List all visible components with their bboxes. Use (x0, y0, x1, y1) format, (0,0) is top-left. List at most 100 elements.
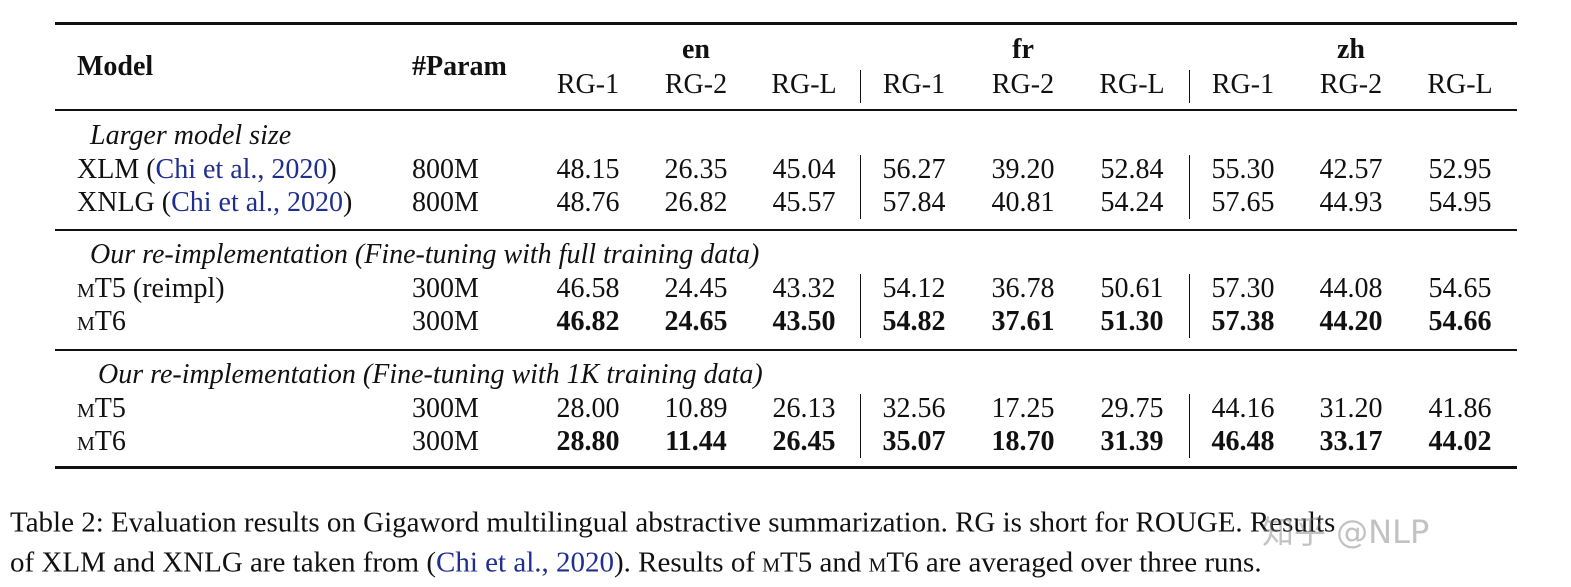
language-header: zh (1337, 34, 1365, 65)
score: 46.48 (1211, 426, 1275, 457)
score: 24.65 (664, 306, 728, 337)
model-name: XNLG (Chi et al., 2020) (77, 189, 352, 217)
rule (55, 466, 1517, 469)
param-count: 300M (412, 306, 479, 337)
watermark: 知乎 @NLP (1262, 513, 1430, 551)
rule (55, 22, 1517, 25)
score: 54.24 (1100, 187, 1164, 218)
score: 56.27 (882, 154, 946, 185)
score: 40.81 (991, 187, 1055, 218)
score: 57.84 (882, 187, 946, 218)
score: 26.13 (772, 393, 836, 424)
model-name: mT5 (reimpl) (77, 275, 225, 303)
rule (860, 155, 861, 219)
model-name: mT5 (77, 395, 126, 423)
score: 29.75 (1100, 393, 1164, 424)
param-count: 300M (412, 273, 479, 304)
score: 48.76 (556, 187, 620, 218)
score: 33.17 (1319, 426, 1383, 457)
rule (55, 109, 1517, 111)
metric-header: RG-1 (882, 69, 946, 100)
score: 43.50 (772, 306, 836, 337)
model-name: XLM (Chi et al., 2020) (77, 156, 337, 184)
score: 54.65 (1428, 273, 1492, 304)
score: 44.20 (1319, 306, 1383, 337)
score: 48.15 (556, 154, 620, 185)
metric-header: RG-1 (556, 69, 620, 100)
score: 46.58 (556, 273, 620, 304)
score: 26.82 (664, 187, 728, 218)
text-segment: Table 2: Evaluation results on Gigaword … (10, 506, 1336, 539)
section-title: Larger model size (90, 120, 292, 151)
score: 11.44 (665, 426, 727, 457)
text-segment: ) (327, 154, 337, 185)
text-segment: (reimpl) (125, 273, 225, 304)
text-segment: ) (342, 187, 353, 218)
score: 10.89 (664, 393, 728, 424)
score: 54.12 (882, 273, 946, 304)
text-segment: mT5 (77, 273, 126, 304)
score: 28.00 (556, 393, 620, 424)
language-header: fr (1012, 34, 1034, 65)
score: 51.30 (1100, 306, 1164, 337)
metric-header: RG-L (771, 69, 837, 100)
score: 57.38 (1211, 306, 1275, 337)
score: 28.80 (556, 426, 620, 457)
citation[interactable]: Chi et al., 2020 (171, 187, 343, 218)
metric-header: RG-L (1427, 69, 1493, 100)
score: 45.04 (772, 154, 836, 185)
score: 26.45 (772, 426, 836, 457)
score: 24.45 (664, 273, 728, 304)
text-segment: mT5 (762, 546, 813, 579)
rule (55, 229, 1517, 231)
rule (1189, 155, 1190, 219)
score: 54.95 (1428, 187, 1492, 218)
metric-header: RG-2 (664, 69, 728, 100)
score: 57.30 (1211, 273, 1275, 304)
citation[interactable]: Chi et al., 2020 (436, 546, 615, 579)
param-count: 800M (412, 187, 479, 218)
rule (55, 349, 1517, 351)
score: 52.84 (1100, 154, 1164, 185)
metric-header: RG-L (1099, 69, 1165, 100)
score: 35.07 (882, 426, 946, 457)
model-name: mT6 (77, 308, 126, 336)
score: 17.25 (991, 393, 1055, 424)
rule (860, 274, 861, 338)
score: 26.35 (664, 154, 728, 185)
score: 52.95 (1428, 154, 1492, 185)
param-count: 800M (412, 154, 479, 185)
metric-header: RG-2 (991, 69, 1055, 100)
score: 44.93 (1319, 187, 1383, 218)
score: 45.57 (772, 187, 836, 218)
header-model: Model (77, 51, 154, 82)
score: 41.86 (1428, 393, 1492, 424)
text-segment: mT6 (868, 546, 919, 579)
citation[interactable]: Chi et al., 2020 (155, 154, 328, 185)
metric-header: RG-1 (1211, 69, 1275, 100)
score: 55.30 (1211, 154, 1275, 185)
score: 54.82 (882, 306, 946, 337)
section-title: Our re-implementation (Fine-tuning with … (90, 239, 760, 270)
rule (1189, 274, 1190, 338)
score: 46.82 (556, 306, 620, 337)
score: 54.66 (1428, 306, 1492, 337)
rule (860, 394, 861, 458)
language-header: en (682, 34, 710, 65)
text-segment: mT6 (77, 306, 126, 337)
score: 39.20 (991, 154, 1055, 185)
score: 43.32 (772, 273, 836, 304)
score: 42.57 (1319, 154, 1383, 185)
score: 31.39 (1100, 426, 1164, 457)
param-count: 300M (412, 393, 479, 424)
text-segment: ). Results of (614, 546, 763, 579)
text-segment: mT5 (77, 393, 126, 424)
score: 32.56 (882, 393, 946, 424)
text-segment: mT6 (77, 426, 126, 457)
text-segment: XNLG ( (77, 187, 172, 218)
header-param: #Param (412, 51, 507, 82)
caption-line: of XLM and XNLG are taken from (Chi et a… (10, 546, 1262, 579)
score: 18.70 (991, 426, 1055, 457)
score: 37.61 (991, 306, 1055, 337)
